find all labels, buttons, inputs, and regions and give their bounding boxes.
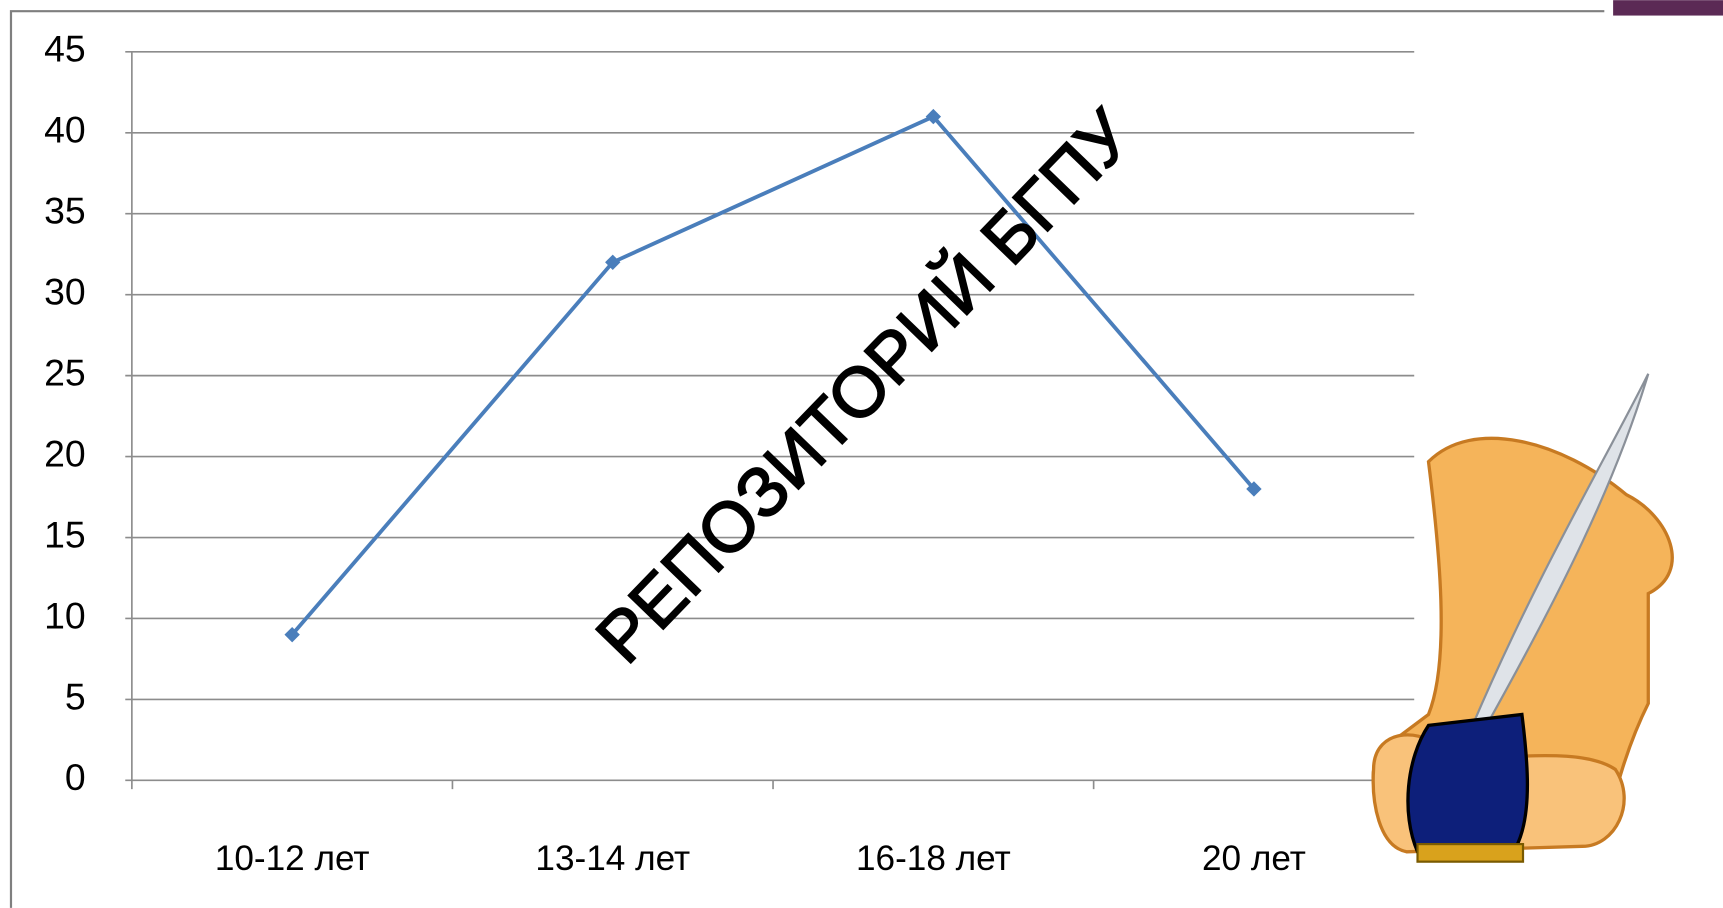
clipart bbox=[1373, 374, 1672, 862]
y-tick-label: 40 bbox=[44, 109, 86, 151]
page: {"chart_data": {"type": "line", "categor… bbox=[0, 0, 1723, 908]
chart: 0 5 10 15 20 25 30 35 40 45 10-12 лет 13-14 лет 16-1… bbox=[0, 0, 1723, 908]
x-tick-label: 16-18 лет bbox=[856, 839, 1011, 878]
y-tick-label: 20 bbox=[44, 432, 86, 474]
y-tick-label: 10 bbox=[44, 594, 86, 636]
x-tick-label: 20 лет bbox=[1202, 839, 1306, 878]
y-tick-label: 45 bbox=[44, 28, 86, 70]
y-tick-label: 5 bbox=[65, 675, 86, 717]
y-tick-label: 15 bbox=[44, 513, 86, 555]
corner-accent bbox=[1613, 0, 1723, 15]
watermark: РЕПОЗИТОРИЙ БГПУ bbox=[581, 94, 1148, 677]
y-tick-label: 0 bbox=[65, 756, 86, 798]
x-tick-label: 13-14 лет bbox=[535, 839, 690, 878]
y-tick-label: 25 bbox=[44, 351, 86, 393]
inkwell-base bbox=[1418, 844, 1523, 862]
plot-area: 0 5 10 15 20 25 30 35 40 45 10-12 лет 13-14 лет 16-1… bbox=[44, 28, 1414, 878]
inkwell bbox=[1408, 714, 1527, 851]
y-tick-label: 35 bbox=[44, 190, 86, 232]
y-tick-label: 30 bbox=[44, 271, 86, 313]
x-tick-label: 10-12 лет bbox=[215, 839, 370, 878]
